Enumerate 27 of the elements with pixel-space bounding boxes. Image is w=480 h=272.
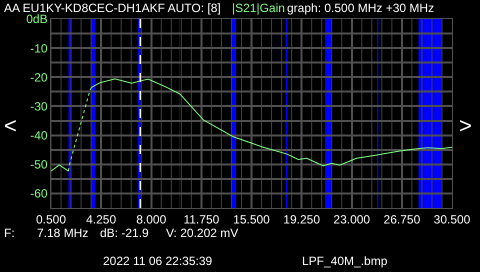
- y-tick-label: -10: [30, 41, 48, 56]
- text: dB: -21.9: [100, 226, 150, 240]
- chart-subtitle: |S21|Gain: [232, 1, 285, 15]
- x-tick-label: 0.500: [36, 212, 66, 226]
- y-tick-label: -40: [30, 128, 48, 143]
- x-tick-label: 26.750: [384, 212, 421, 226]
- text: 7.18 MHz: [37, 226, 88, 240]
- text: V: 20.202 mV: [166, 226, 238, 240]
- x-tick-label: 23.000: [333, 212, 370, 226]
- text: 2022 11 06 22:35:39: [103, 254, 213, 268]
- y-tick-label: -50: [30, 158, 48, 172]
- x-tick-label: 4.250: [86, 212, 116, 226]
- chart-title: AA EU1KY-KD8CEC-DH1AKF AUTO: [8]: [4, 1, 221, 15]
- x-tick-label: 11.750: [183, 212, 220, 226]
- text: >: [459, 113, 472, 138]
- text: LPF_40M_.bmp: [302, 254, 388, 268]
- y-tick-label: -60: [30, 186, 48, 201]
- text: F:: [4, 226, 15, 240]
- x-tick-label: 19.250: [283, 212, 320, 226]
- x-tick-label: 30.500: [434, 212, 471, 226]
- x-tick-label: 15.500: [233, 212, 270, 226]
- text: <: [4, 113, 17, 138]
- text: graph: 0.500 MHz +30 MHz: [287, 1, 434, 15]
- y-tick-label: -30: [30, 99, 48, 114]
- x-tick-label: 8.000: [136, 212, 167, 226]
- y-tick-label: 0dB: [26, 12, 48, 26]
- y-tick-label: -20: [30, 70, 48, 84]
